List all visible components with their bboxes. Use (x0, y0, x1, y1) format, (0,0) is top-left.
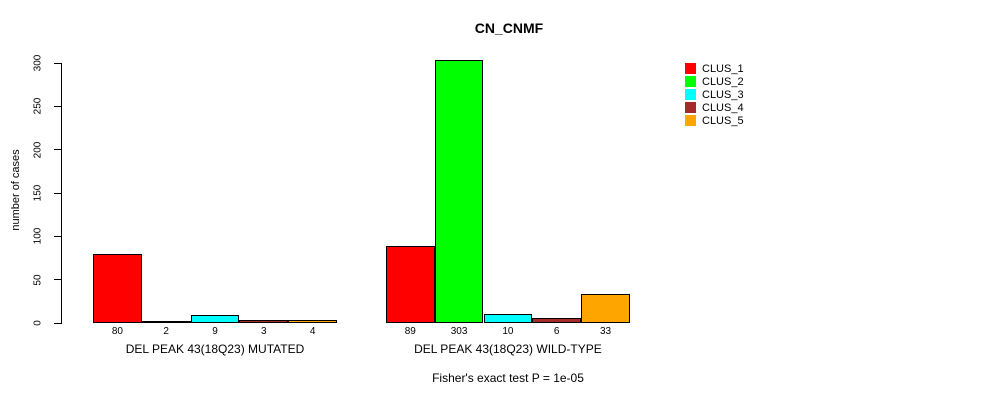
bar-CLUS_5-group2 (581, 294, 630, 323)
bar-value-label: 33 (599, 326, 612, 337)
bar-value-label: 2 (163, 326, 169, 337)
y-axis-tick-label: 200 (32, 141, 44, 158)
legend-swatch-CLUS_5 (685, 115, 696, 126)
x-axis-group-label: DEL PEAK 43(18Q23) MUTATED (125, 342, 305, 356)
legend-swatch-CLUS_4 (685, 102, 696, 113)
chart-title: CN_CNMF (474, 20, 544, 36)
legend-label: CLUS_5 (702, 114, 744, 127)
y-axis-tick-label: 250 (32, 97, 44, 115)
y-axis-tick (54, 322, 61, 324)
y-axis-tick (54, 279, 61, 281)
bar-CLUS_3-group1 (190, 315, 240, 323)
y-axis-tick-label: 300 (32, 54, 44, 72)
y-axis-tick-label: 100 (32, 227, 44, 245)
bar-value-label: 303 (450, 326, 468, 337)
legend-item-CLUS_2: CLUS_2 (685, 75, 744, 88)
y-axis-tick-label: 150 (32, 184, 44, 202)
legend-swatch-CLUS_3 (685, 89, 696, 100)
bar-value-label: 80 (111, 326, 123, 337)
bar-CLUS_5-group1 (288, 319, 337, 323)
legend-label: CLUS_4 (702, 101, 744, 114)
y-axis-tick (54, 105, 61, 107)
y-axis-tick (54, 192, 61, 194)
bar-value-label: 9 (212, 326, 218, 337)
legend-swatch-CLUS_1 (685, 63, 696, 74)
legend-item-CLUS_4: CLUS_4 (685, 101, 744, 114)
bar-CLUS_2-group2 (434, 60, 484, 323)
y-axis-label: number of cases (10, 149, 22, 231)
bar-value-label: 3 (261, 326, 267, 337)
bar-CLUS_2-group1 (141, 321, 191, 323)
y-axis-tick (54, 149, 61, 151)
y-axis-line (61, 62, 62, 324)
bar-CLUS_4-group1 (239, 320, 289, 323)
bar-CLUS_4-group2 (532, 317, 582, 323)
legend-item-CLUS_1: CLUS_1 (685, 62, 744, 75)
legend-label: CLUS_2 (702, 75, 744, 88)
y-axis-tick (54, 62, 61, 64)
legend-swatch-CLUS_2 (685, 76, 696, 87)
bar-value-label: 10 (502, 326, 514, 337)
x-axis-group-label: DEL PEAK 43(18Q23) WILD-TYPE (414, 342, 602, 356)
bar-CLUS_3-group2 (483, 314, 533, 323)
bar-value-label: 4 (309, 326, 316, 337)
legend: CLUS_1 CLUS_2 CLUS_3 CLUS_4 CLUS_5 (685, 62, 744, 127)
bar-CLUS_1-group2 (385, 245, 435, 323)
y-axis-tick-label: 50 (32, 274, 44, 286)
y-axis-tick-label: 0 (32, 320, 44, 326)
legend-item-CLUS_3: CLUS_3 (685, 88, 744, 101)
legend-label: CLUS_1 (702, 62, 744, 75)
bar-value-label: 89 (404, 326, 416, 337)
bar-value-label: 6 (553, 326, 560, 337)
legend-label: CLUS_3 (702, 88, 744, 101)
bar-CLUS_1-group1 (93, 253, 142, 323)
y-axis-tick (54, 235, 61, 237)
legend-item-CLUS_5: CLUS_5 (685, 114, 744, 127)
fisher-test-annotation: Fisher's exact test P = 1e-05 (432, 371, 584, 385)
